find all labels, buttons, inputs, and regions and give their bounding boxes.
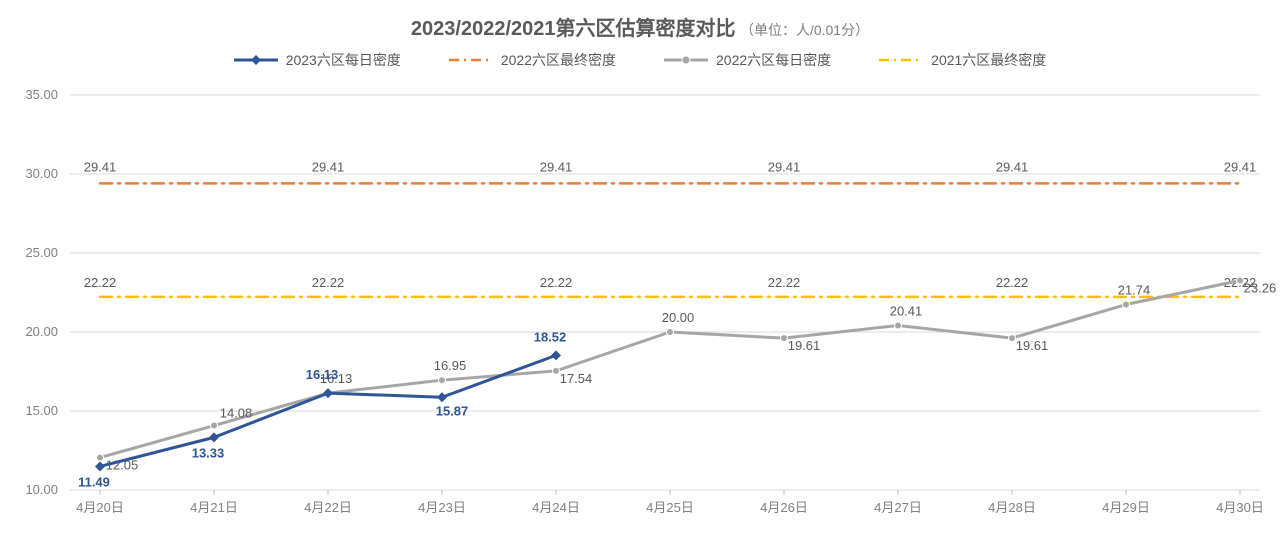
x-axis-label: 4月22日 xyxy=(304,500,352,515)
data-marker xyxy=(437,392,447,402)
data-label: 13.33 xyxy=(192,445,225,460)
y-axis-label: 35.00 xyxy=(25,87,58,102)
data-marker xyxy=(439,377,446,384)
data-label: 20.00 xyxy=(662,310,695,325)
data-label: 29.41 xyxy=(768,159,801,174)
data-label: 14.08 xyxy=(220,406,253,421)
data-label: 29.41 xyxy=(84,159,117,174)
x-axis-label: 4月29日 xyxy=(1102,500,1150,515)
x-axis-label: 4月24日 xyxy=(532,500,580,515)
data-marker xyxy=(1237,277,1244,284)
data-label: 19.61 xyxy=(1016,338,1049,353)
y-axis-label: 15.00 xyxy=(25,403,58,418)
data-label: 16.95 xyxy=(434,358,467,373)
x-axis-label: 4月23日 xyxy=(418,500,466,515)
data-label: 22.22 xyxy=(312,275,345,290)
data-label: 21.74 xyxy=(1118,283,1151,298)
data-label: 29.41 xyxy=(1224,159,1257,174)
data-label: 11.49 xyxy=(78,474,110,489)
chart-container: 2023/2022/2021第六区估算密度对比 （单位：人/0.01分） 202… xyxy=(0,0,1280,543)
data-label: 22.22 xyxy=(768,275,801,290)
data-marker xyxy=(781,335,788,342)
series-line xyxy=(100,280,1240,457)
chart-plot: 10.00 15.00 20.00 25.00 30.00 35.00 4月20日 4月21日… xyxy=(0,0,1280,543)
data-label: 19.61 xyxy=(788,338,821,353)
data-label: 22.22 xyxy=(84,275,117,290)
y-axis-label: 25.00 xyxy=(25,245,58,260)
x-axis-label: 4月21日 xyxy=(190,500,238,515)
data-label: 22.22 xyxy=(996,275,1029,290)
data-label: 18.52 xyxy=(534,329,567,344)
data-label: 29.41 xyxy=(312,159,345,174)
y-axis-label: 30.00 xyxy=(25,166,58,181)
data-label: 17.54 xyxy=(560,371,593,386)
data-label: 16.13 xyxy=(306,367,339,382)
y-axis-label: 20.00 xyxy=(25,324,58,339)
data-marker xyxy=(1123,301,1130,308)
data-label: 29.41 xyxy=(540,159,573,174)
x-axis-label: 4月27日 xyxy=(874,500,922,515)
data-marker xyxy=(667,329,674,336)
data-marker xyxy=(211,422,218,429)
data-label: 22.22 xyxy=(540,275,573,290)
y-axis-label: 10.00 xyxy=(25,482,58,497)
data-label: 23.26 xyxy=(1244,280,1277,295)
x-axis-label: 4月20日 xyxy=(76,500,124,515)
x-axis-label: 4月28日 xyxy=(988,500,1036,515)
data-marker xyxy=(553,367,560,374)
data-label: 20.41 xyxy=(890,304,923,319)
data-marker xyxy=(97,454,104,461)
x-axis-label: 4月25日 xyxy=(646,500,694,515)
data-marker xyxy=(95,461,105,471)
data-marker xyxy=(209,432,219,442)
data-label: 15.87 xyxy=(436,403,469,418)
x-axis-label: 4月26日 xyxy=(760,500,808,515)
data-marker xyxy=(551,350,561,360)
data-marker xyxy=(323,388,333,398)
data-label: 29.41 xyxy=(996,159,1029,174)
data-marker xyxy=(895,322,902,329)
x-axis-label: 4月30日 xyxy=(1216,500,1264,515)
data-marker xyxy=(1009,335,1016,342)
